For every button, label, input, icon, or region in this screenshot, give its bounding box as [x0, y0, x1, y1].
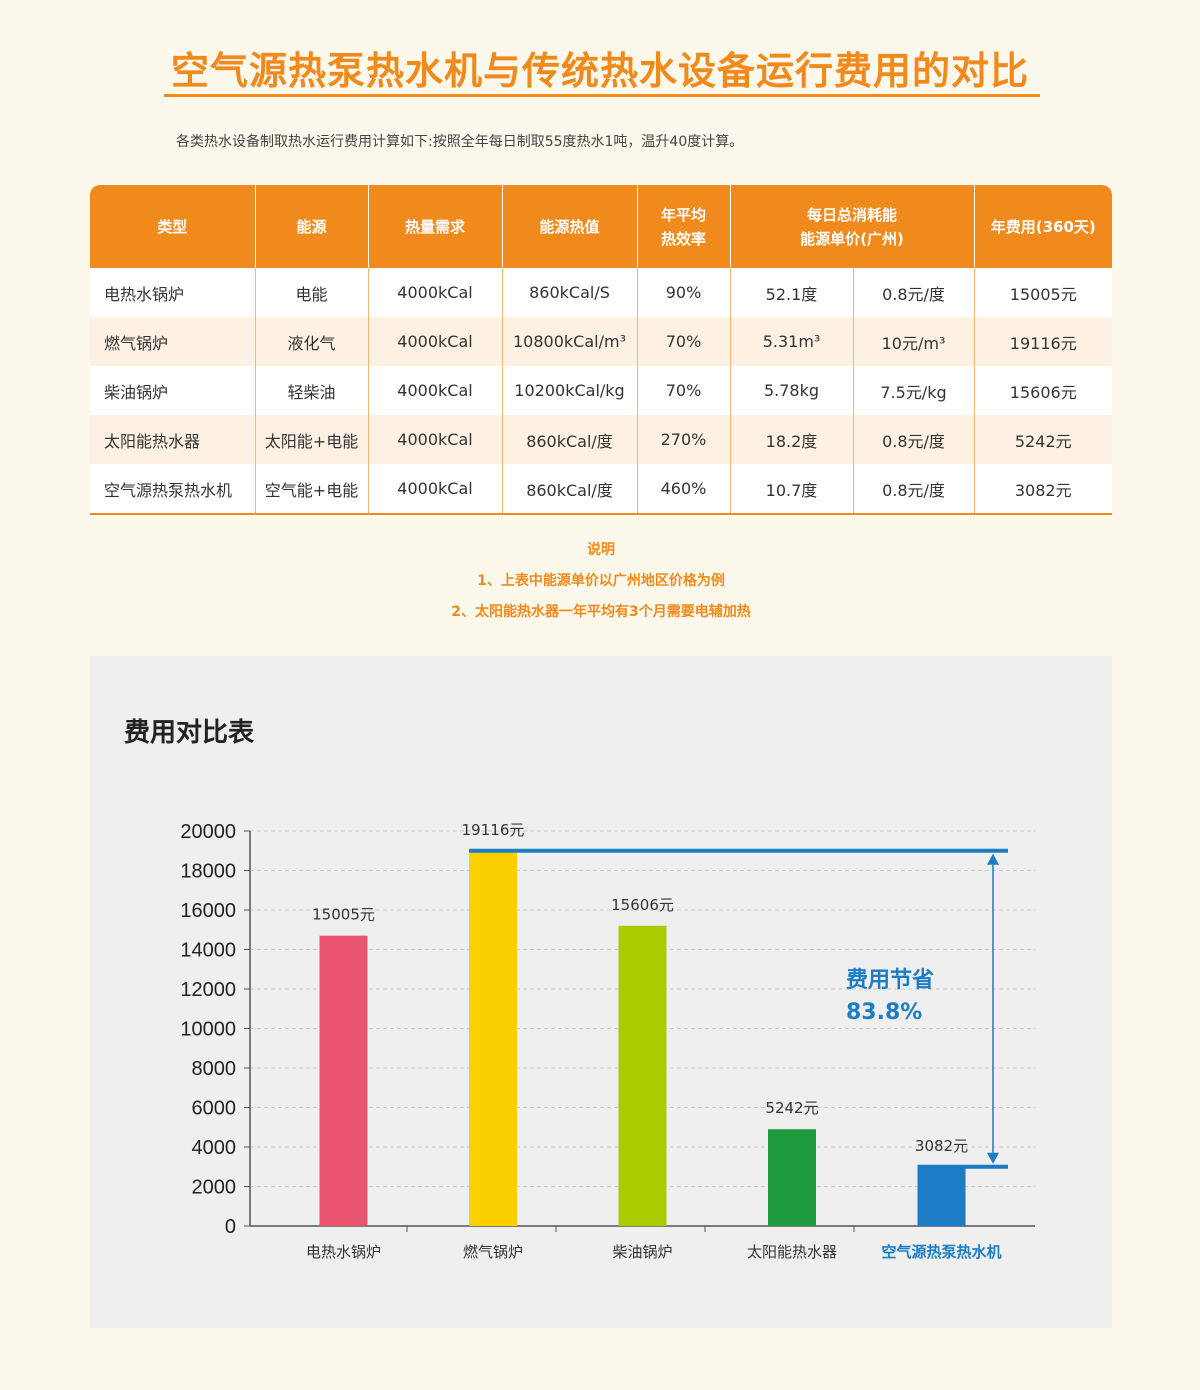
notes-heading: 说明 [587, 542, 615, 558]
x-category-label: 燃气锅炉 [463, 1243, 523, 1261]
bar-value-label: 19116元 [462, 821, 525, 839]
table-cell: 270% [636, 415, 730, 464]
bar-value-label: 15606元 [611, 896, 674, 914]
chart-title: 费用对比表 [124, 718, 255, 748]
column-header: 能源 [254, 185, 368, 268]
arrow-down-icon [987, 1152, 999, 1164]
table-cell: 4000kCal [367, 415, 502, 464]
table-cell: 10.7度 [729, 464, 853, 515]
y-tick-label: 2000 [192, 1177, 237, 1199]
table-row: 燃气锅炉 液化气 4000kCal 10800kCal/m³ 70% 5.31m³ 10元/… [90, 317, 1112, 366]
table-row: 电热水锅炉 电能 4000kCal 860kCal/S 90% 52.1度 0.8元/度 15… [90, 268, 1112, 317]
title-underline [164, 94, 1040, 97]
note-item: 2、太阳能热水器一年平均有3个月需要电辅加热 [451, 604, 751, 620]
table-cell: 4000kCal [367, 366, 502, 415]
table-cell: 轻柴油 [254, 366, 368, 415]
table-cell: 15005元 [973, 268, 1112, 317]
column-header: 每日总消耗能 能源单价(广州) [729, 185, 974, 268]
table-cell: 860kCal/度 [501, 464, 637, 515]
table-cell: 860kCal/S [501, 268, 637, 317]
y-tick-label: 4000 [192, 1137, 237, 1159]
table-cell: 10200kCal/kg [501, 366, 637, 415]
table-cell: 柴油锅炉 [90, 366, 255, 415]
table-cell: 液化气 [254, 317, 368, 366]
table-cell: 10800kCal/m³ [501, 317, 637, 366]
table-cell: 70% [636, 317, 730, 366]
table-cell: 18.2度 [729, 415, 853, 464]
notes: 说明 1、上表中能源单价以广州地区价格为例 2、太阳能热水器一年平均有3个月需要… [0, 540, 1200, 633]
table-cell: 0.8元/度 [852, 415, 974, 464]
arrow-up-icon [987, 853, 999, 865]
table-cell: 太阳能+电能 [254, 415, 368, 464]
table-cell: 0.8元/度 [852, 268, 974, 317]
y-tick-label: 16000 [180, 900, 236, 922]
bar-value-label: 5242元 [765, 1099, 818, 1117]
bar [618, 925, 667, 1226]
note-item: 1、上表中能源单价以广州地区价格为例 [477, 573, 725, 589]
table-cell: 5.31m³ [729, 317, 853, 366]
x-category-label: 电热水锅炉 [306, 1243, 381, 1261]
table-cell: 3082元 [973, 464, 1112, 515]
table-cell: 860kCal/度 [501, 415, 637, 464]
table-cell: 4000kCal [367, 268, 502, 317]
table-row: 空气源热泵热水机 空气能+电能 4000kCal 860kCal/度 460% 10.7度… [90, 464, 1112, 515]
bar [768, 1129, 816, 1226]
column-header: 热量需求 [367, 185, 502, 268]
table-row: 太阳能热水器 太阳能+电能 4000kCal 860kCal/度 270% 18.2度 0.… [90, 415, 1112, 464]
table-cell: 0.8元/度 [852, 464, 974, 515]
intro-text: 各类热水设备制取热水运行费用计算如下:按照全年每日制取55度热水1吨，温升40度… [176, 134, 744, 150]
y-tick-label: 20000 [180, 821, 236, 843]
table-cell: 15606元 [973, 366, 1112, 415]
column-header: 年平均 热效率 [636, 185, 730, 268]
y-tick-label: 18000 [180, 861, 236, 883]
table-cell: 燃气锅炉 [90, 317, 255, 366]
table-cell: 5242元 [973, 415, 1112, 464]
y-tick-label: 14000 [180, 940, 236, 962]
bar-value-label: 3082元 [915, 1137, 968, 1155]
bar [917, 1166, 966, 1226]
table-cell: 7.5元/kg [852, 366, 974, 415]
savings-percent: 83.8% [846, 1000, 922, 1025]
bar [319, 935, 368, 1226]
table-cell: 太阳能热水器 [90, 415, 255, 464]
table-cell: 52.1度 [729, 268, 853, 317]
x-category-label: 空气源热泵热水机 [881, 1243, 1001, 1261]
y-tick-label: 12000 [180, 979, 236, 1001]
table-cell: 4000kCal [367, 317, 502, 366]
x-category-label: 柴油锅炉 [612, 1243, 672, 1261]
cost-table: 类型 能源 热量需求 能源热值 年平均 热效率 每日总消耗能 能源单价(广州) 年费用(360天… [90, 185, 1112, 515]
table-cell: 90% [636, 268, 730, 317]
table-cell: 电热水锅炉 [90, 268, 255, 317]
table-row: 柴油锅炉 轻柴油 4000kCal 10200kCal/kg 70% 5.78kg 7.5元… [90, 366, 1112, 415]
y-tick-label: 6000 [192, 1098, 237, 1120]
table-header-row: 类型 能源 热量需求 能源热值 年平均 热效率 每日总消耗能 能源单价(广州) 年费用(360天… [90, 185, 1112, 268]
page-title: 空气源热泵热水机与传统热水设备运行费用的对比 [170, 49, 1029, 93]
x-category-label: 太阳能热水器 [747, 1243, 837, 1261]
column-header: 能源热值 [501, 185, 637, 268]
y-tick-label: 8000 [192, 1058, 237, 1080]
table-cell: 10元/m³ [852, 317, 974, 366]
table-cell: 电能 [254, 268, 368, 317]
table-cell: 4000kCal [367, 464, 502, 515]
column-header: 类型 [90, 185, 255, 268]
table-cell: 空气能+电能 [254, 464, 368, 515]
y-tick-label: 0 [225, 1216, 236, 1238]
table-cell: 70% [636, 366, 730, 415]
bar [469, 850, 517, 1226]
table-cell: 5.78kg [729, 366, 853, 415]
y-tick-label: 10000 [180, 1019, 236, 1041]
column-header: 年费用(360天) [973, 185, 1112, 268]
table-cell: 19116元 [973, 317, 1112, 366]
table-cell: 460% [636, 464, 730, 515]
bar-value-label: 15005元 [312, 906, 375, 924]
savings-label: 费用节省 [846, 968, 934, 993]
table-cell: 空气源热泵热水机 [90, 464, 255, 515]
